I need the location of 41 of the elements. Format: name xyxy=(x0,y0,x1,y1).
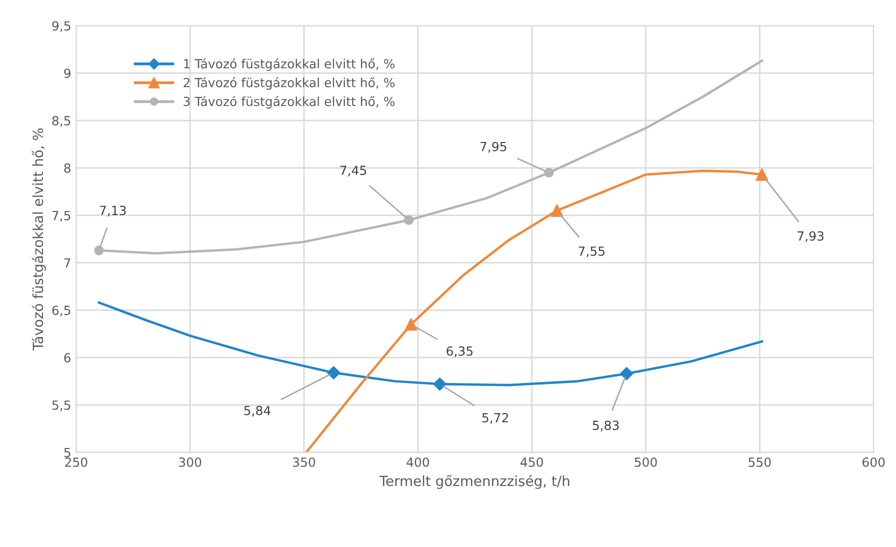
data-label: 5,83 xyxy=(592,420,619,432)
point xyxy=(94,246,104,256)
y-tick-label: 7 xyxy=(64,258,70,268)
point xyxy=(620,367,634,380)
y-tick-label: 8 xyxy=(64,163,70,173)
data-label: 5,72 xyxy=(482,412,508,424)
legend-label: 1 Távozó füstgázokkal elvitt hő, % xyxy=(184,58,395,71)
data-label: 7,55 xyxy=(578,246,604,258)
data-label: 7,95 xyxy=(480,142,506,153)
point xyxy=(544,168,554,178)
x-tick-label: 600 xyxy=(862,457,885,467)
x-tick-label: 250 xyxy=(65,457,88,467)
x-tick-label: 450 xyxy=(520,457,543,467)
point xyxy=(404,318,418,331)
x-tick-label: 500 xyxy=(634,457,657,467)
x-tick-label: 400 xyxy=(406,457,430,467)
y-tick-label: 6 xyxy=(64,353,71,362)
y-tick-label: 5,5 xyxy=(52,400,70,412)
legend-label: 3 Távozó füstgázokkal elvitt hő, % xyxy=(184,96,395,109)
data-label: 7,93 xyxy=(798,231,824,242)
point xyxy=(433,378,446,391)
point xyxy=(756,168,768,181)
legend-label: 2 Távozó füstgázokkal elvitt hő, % xyxy=(184,77,395,90)
data-label: 6,35 xyxy=(446,346,473,358)
y-tick-label: 9 xyxy=(64,68,70,78)
x-tick-label: 350 xyxy=(293,457,316,467)
y-tick-label: 8,5 xyxy=(52,116,70,127)
y-tick-label: 7,5 xyxy=(52,210,70,222)
point xyxy=(550,204,564,217)
data-label: 7,45 xyxy=(340,166,366,176)
data-label: 5,84 xyxy=(244,406,270,417)
data-label: 7,13 xyxy=(100,206,126,216)
y-tick-label: 5 xyxy=(64,448,70,458)
point xyxy=(327,366,340,380)
x-tick-label: 550 xyxy=(748,457,771,467)
y-tick-label: 9,5 xyxy=(52,21,70,32)
point xyxy=(404,215,414,225)
y-axis-title: Távozó füstgázokkal elvitt hő, % xyxy=(32,128,46,351)
x-tick-label: 300 xyxy=(179,457,202,467)
y-tick-label: 6,5 xyxy=(52,306,70,316)
x-axis-title: Termelt gőzmennzziség, t/h xyxy=(379,474,570,489)
